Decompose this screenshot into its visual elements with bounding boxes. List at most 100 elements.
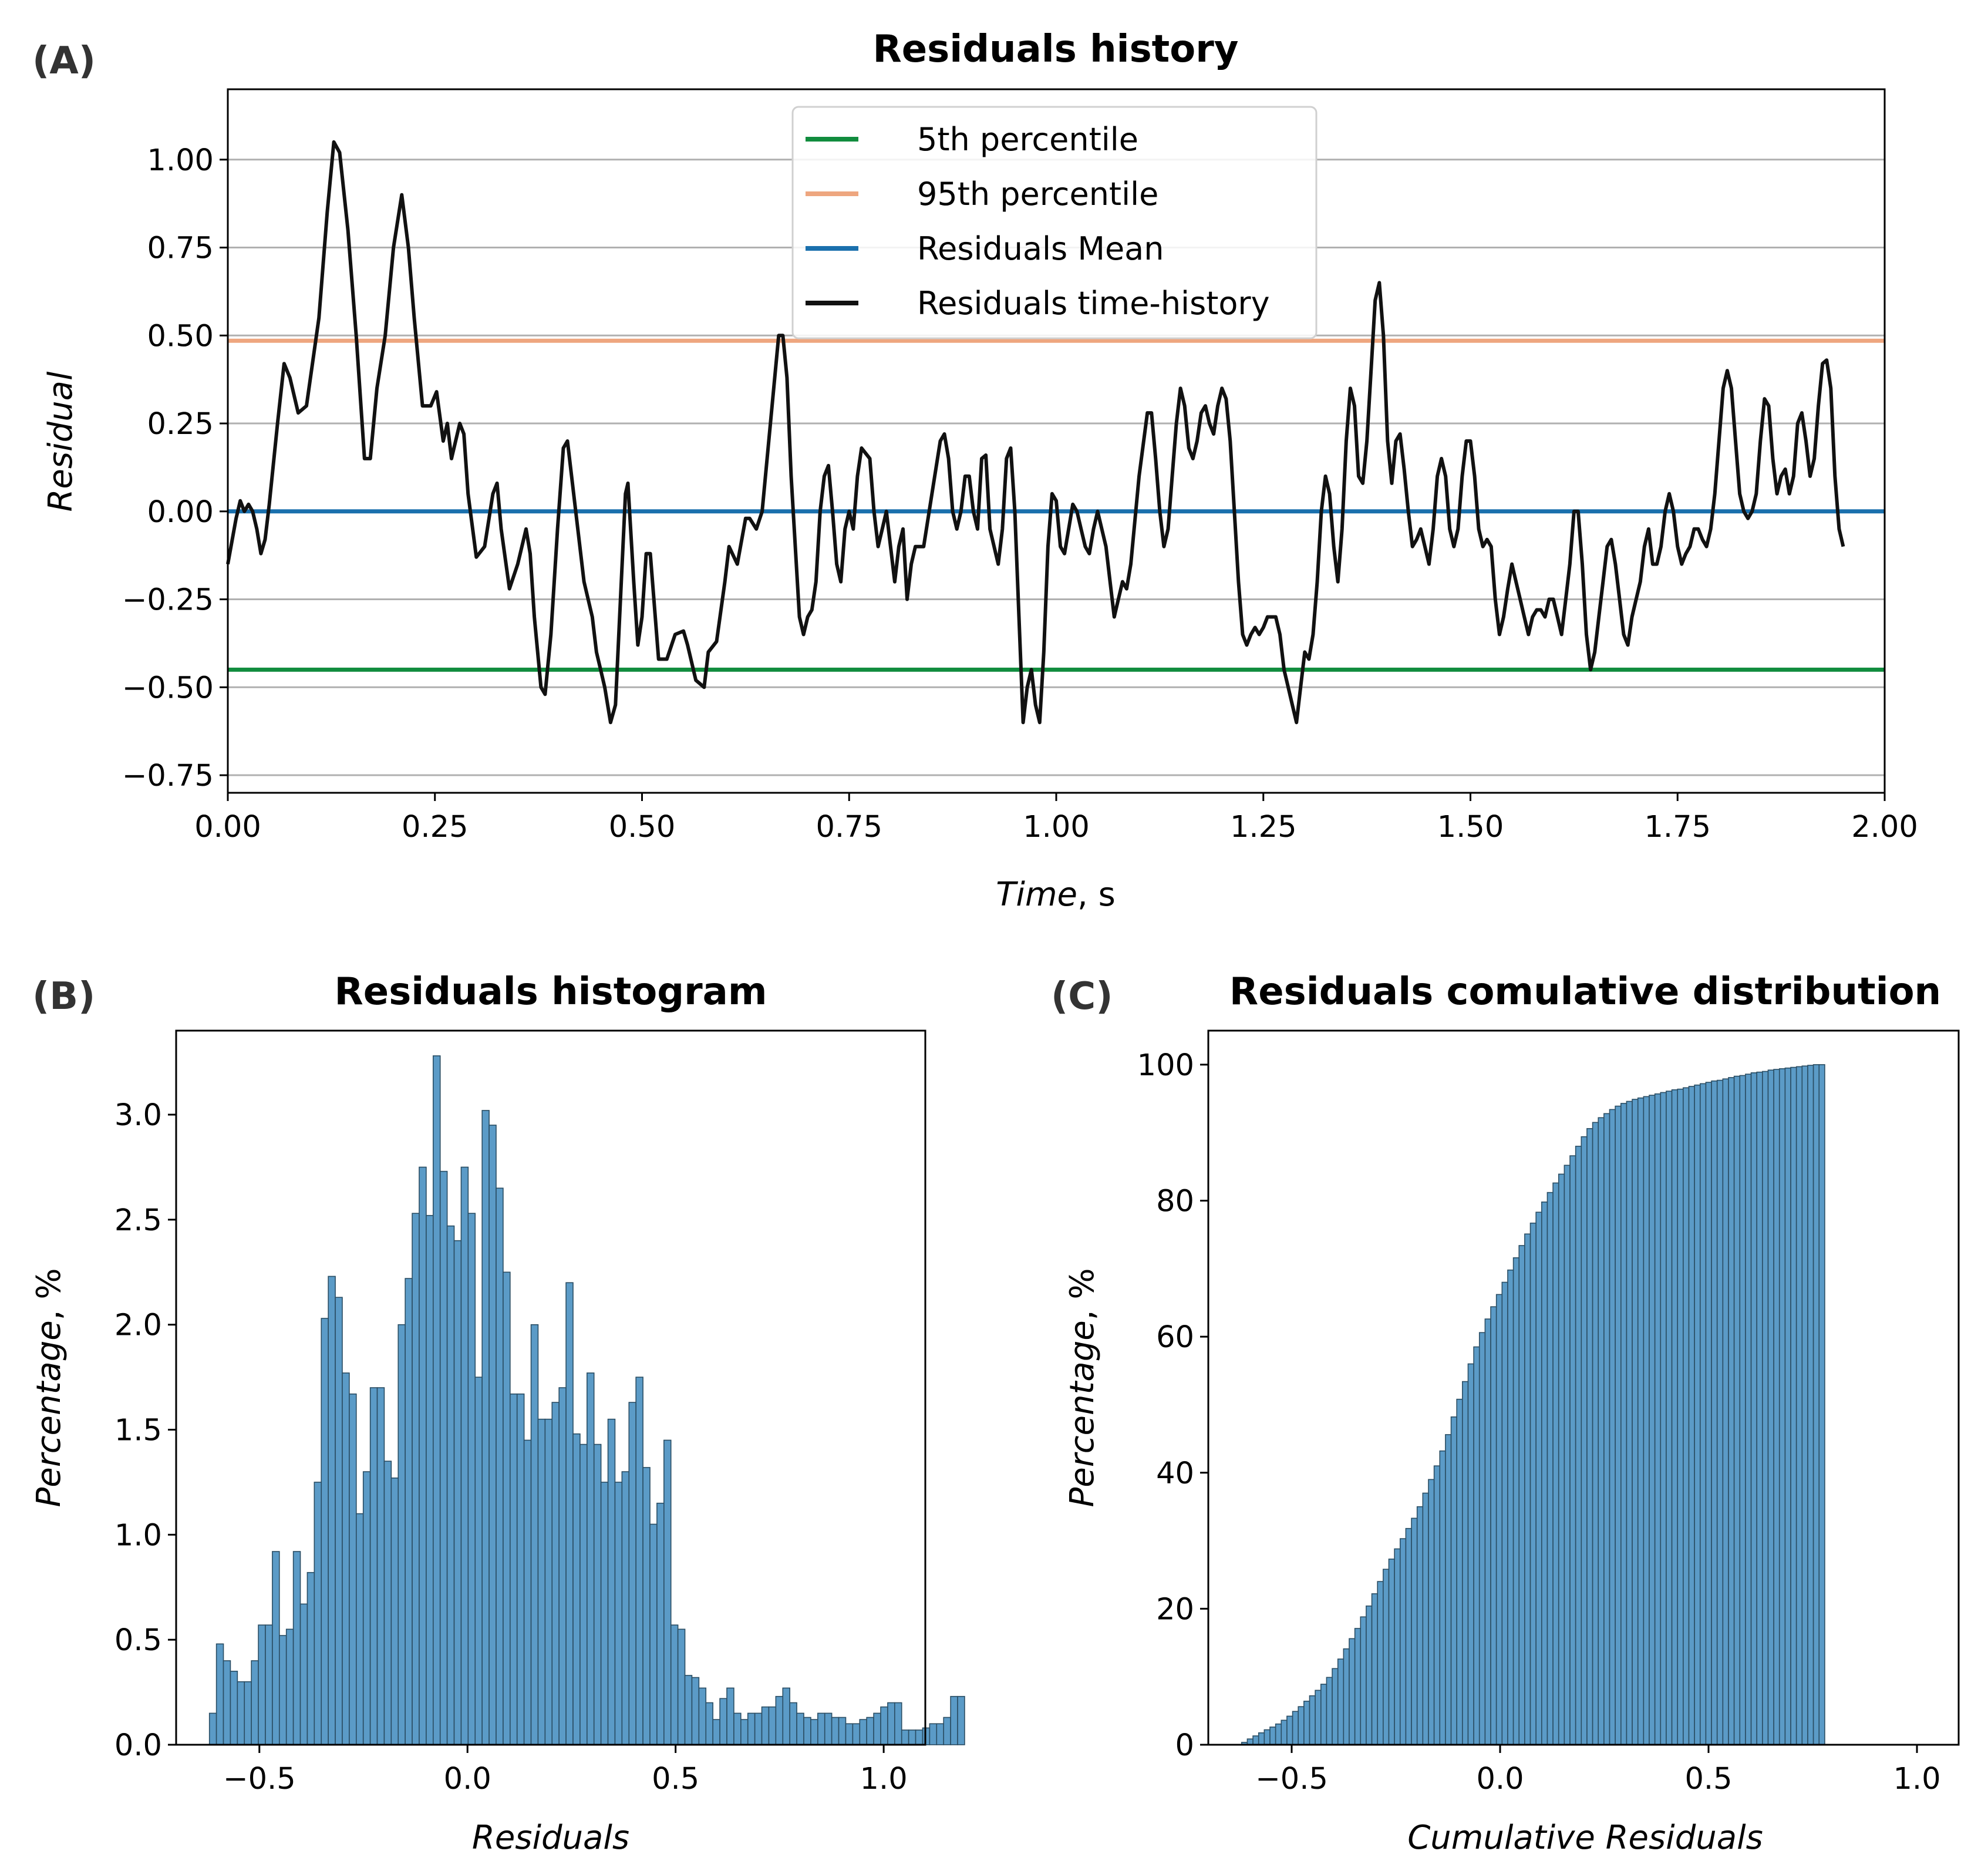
panel-b-bar (460, 1166, 469, 1745)
panel-b-bar (453, 1240, 462, 1745)
panel-c-bar (1626, 1101, 1633, 1745)
panel-b-bar (677, 1628, 686, 1745)
panel-c-bar (1360, 1616, 1367, 1745)
panel-b-bar (873, 1712, 881, 1745)
panel-b-bar (600, 1482, 609, 1745)
panel-b-bar (789, 1702, 797, 1745)
panel-c-bar (1258, 1732, 1265, 1745)
panel-b-bar (405, 1278, 413, 1745)
panel-b-xtick-label: 1.0 (860, 1762, 908, 1796)
panel-b-bar (635, 1377, 643, 1745)
panel-b-bar (915, 1729, 924, 1745)
panel-c-bar (1462, 1381, 1469, 1745)
panel-b-ytick-label: 0.5 (114, 1623, 162, 1658)
panel-c-bar (1756, 1071, 1763, 1745)
panel-a-xtick-label: 0.25 (402, 810, 469, 844)
panel-c-bar (1586, 1128, 1593, 1745)
panel-c-bar (1750, 1072, 1758, 1745)
panel-a-xlabel: Time, s (996, 876, 1116, 914)
panel-c-ytick-label: 60 (1156, 1320, 1194, 1355)
panel-c-bar (1490, 1306, 1497, 1745)
panel-b-bar (649, 1523, 658, 1745)
panel-c-plot-frame (1207, 1029, 1960, 1746)
panel-b-ylabel-name: Percentage (30, 1320, 68, 1507)
panel-b-bar (335, 1297, 343, 1745)
panel-b-bar (663, 1439, 672, 1745)
panel-b-bar (614, 1482, 623, 1745)
panel-b-bar (390, 1477, 399, 1745)
panel-c-bar (1484, 1318, 1491, 1745)
panel-c: (C) Residuals comulative distribution −0… (1051, 970, 1960, 1857)
panel-b-bar (719, 1698, 727, 1745)
panel-a-ytick-label: −0.25 (122, 583, 214, 618)
panel-b-bar (838, 1717, 847, 1745)
panel-c-bar (1388, 1559, 1395, 1745)
panel-c-bar (1767, 1069, 1774, 1745)
panel-b-bar (237, 1681, 245, 1745)
panel-b-bar (292, 1551, 301, 1745)
panel-c-bar (1762, 1071, 1769, 1745)
panel-b-bar (510, 1393, 518, 1745)
panel-c-bar (1394, 1548, 1401, 1745)
panel-b-bar (733, 1712, 742, 1745)
panel-b-bar (803, 1717, 811, 1745)
panel-c-bar (1643, 1096, 1650, 1745)
panel-c-bar (1784, 1067, 1791, 1745)
panel-b-bar (419, 1166, 427, 1745)
panel-b-bar (670, 1624, 679, 1745)
panel-c-bar (1349, 1638, 1356, 1745)
panel-b-bar (369, 1387, 378, 1745)
panel-c-bar (1518, 1245, 1525, 1745)
panel-c-bar (1778, 1068, 1786, 1745)
panel-c-bar (1615, 1105, 1622, 1745)
panel-c-bar (1722, 1078, 1729, 1745)
panel-c-bar (1733, 1075, 1741, 1745)
legend-label-p95: 95th percentile (917, 176, 1158, 213)
panel-b-bar (747, 1712, 756, 1745)
panel-c-bar (1495, 1294, 1503, 1745)
panel-b-bar (761, 1706, 770, 1745)
panel-b-bar (474, 1377, 483, 1745)
panel-b-bar (230, 1671, 238, 1745)
panel-c-bar (1632, 1099, 1639, 1745)
panel-c-bar (1405, 1527, 1412, 1745)
panel-b-bar (768, 1706, 777, 1745)
panel-b-bar (587, 1372, 595, 1745)
panel-c-bar (1383, 1569, 1390, 1745)
panel-c-bar (1456, 1398, 1463, 1745)
panel-b-bar (775, 1695, 784, 1745)
panel-b-bar (754, 1712, 763, 1745)
panel-c-bar (1812, 1064, 1820, 1745)
panel-b-bar (265, 1624, 273, 1745)
panel-c-bar (1711, 1080, 1718, 1745)
panel-b-ylabel-unit: , % (30, 1268, 68, 1320)
panel-b-bar (433, 1055, 441, 1745)
panel-c-bar (1728, 1077, 1735, 1745)
panel-c-bar (1422, 1492, 1429, 1745)
panel-c-bar (1529, 1222, 1537, 1745)
panel-a-xtick-label: 1.75 (1644, 810, 1711, 844)
panel-b-bar (412, 1213, 420, 1745)
panel-b-bar (705, 1702, 713, 1745)
panel-a-legend: 5th percentile 95th percentile Residuals… (791, 106, 1318, 339)
panel-c-bar (1745, 1074, 1752, 1745)
panel-b-bar (356, 1513, 364, 1745)
panel-b-ytick-label: 3.0 (114, 1098, 162, 1133)
panel-b-bar (215, 1643, 224, 1745)
panel-a-ytick-label: 0.25 (147, 407, 214, 442)
panel-b-bar (208, 1712, 217, 1745)
panel-a-title: Residuals history (872, 28, 1238, 71)
panel-a-xlabel-unit: , s (1077, 876, 1116, 914)
panel-b: (B) Residuals histogram −0.5 0.0 0.5 1.0 0.… (30, 970, 965, 1857)
panel-b-ytick-label: 2.5 (114, 1203, 162, 1238)
panel-b-bar (796, 1712, 804, 1745)
panel-c-bar (1581, 1136, 1588, 1745)
panel-b-bar (593, 1443, 602, 1745)
panel-c-bar (1428, 1479, 1435, 1745)
panel-b-bar (579, 1443, 588, 1745)
panel-c-bar (1326, 1677, 1333, 1745)
panel-c-bar (1699, 1083, 1707, 1745)
panel-c-bar (1637, 1097, 1645, 1745)
panel-c-bar (1292, 1711, 1299, 1745)
panel-c-bar (1649, 1095, 1656, 1745)
